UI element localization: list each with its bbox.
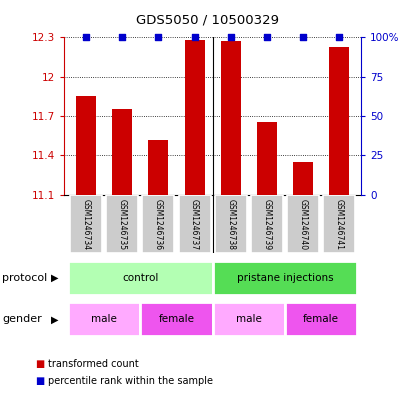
Bar [293, 162, 313, 195]
Point [191, 34, 198, 40]
Text: ■: ■ [35, 358, 44, 369]
Point [119, 34, 126, 40]
Bar [221, 41, 241, 195]
Text: GSM1246735: GSM1246735 [118, 199, 127, 250]
Text: gender: gender [2, 314, 42, 324]
Bar [68, 261, 213, 295]
Bar [76, 96, 96, 195]
Text: GSM1246734: GSM1246734 [81, 199, 90, 250]
Point [300, 34, 306, 40]
Text: GDS5050 / 10500329: GDS5050 / 10500329 [136, 14, 279, 27]
Point [336, 34, 343, 40]
Text: ▶: ▶ [51, 314, 58, 324]
Bar [323, 195, 355, 253]
Bar [179, 195, 210, 253]
Bar [287, 195, 319, 253]
Text: protocol: protocol [2, 273, 47, 283]
Bar [140, 302, 213, 336]
Text: female: female [159, 314, 195, 324]
Point [83, 34, 89, 40]
Text: GSM1246736: GSM1246736 [154, 199, 163, 250]
Text: control: control [122, 273, 159, 283]
Bar [285, 302, 357, 336]
Point [155, 34, 162, 40]
Bar [213, 302, 285, 336]
Bar [330, 46, 349, 195]
Text: female: female [303, 314, 339, 324]
Bar [149, 140, 168, 195]
Bar [142, 195, 174, 253]
Bar [185, 40, 205, 195]
Text: male: male [91, 314, 117, 324]
Text: male: male [236, 314, 262, 324]
Text: GSM1246738: GSM1246738 [226, 199, 235, 250]
Bar [68, 302, 140, 336]
Point [264, 34, 270, 40]
Bar [251, 195, 283, 253]
Text: GSM1246741: GSM1246741 [335, 199, 344, 250]
Text: ▶: ▶ [51, 273, 58, 283]
Bar [112, 109, 132, 195]
Text: transformed count: transformed count [48, 358, 139, 369]
Bar [257, 123, 277, 195]
Bar [70, 195, 102, 253]
Text: GSM1246739: GSM1246739 [262, 199, 271, 250]
Text: ■: ■ [35, 376, 44, 386]
Text: percentile rank within the sample: percentile rank within the sample [48, 376, 213, 386]
Point [227, 34, 234, 40]
Bar [106, 195, 138, 253]
Text: GSM1246737: GSM1246737 [190, 199, 199, 250]
Bar [215, 195, 247, 253]
Text: pristane injections: pristane injections [237, 273, 333, 283]
Text: GSM1246740: GSM1246740 [299, 199, 308, 250]
Bar [213, 261, 357, 295]
